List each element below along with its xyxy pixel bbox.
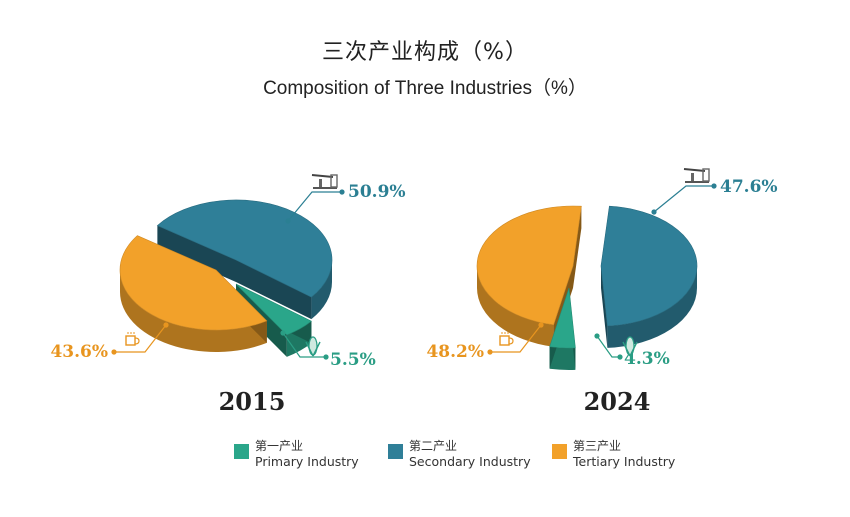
oil-pump-icon: [311, 174, 338, 189]
slice-side-secondary: [607, 266, 697, 348]
leader-dot-secondary: [285, 218, 291, 224]
leader-dot-secondary: [651, 209, 657, 215]
leader-dot-tertiary: [111, 349, 117, 355]
wheat-icon: [305, 336, 321, 357]
leader-dot-primary: [280, 330, 286, 336]
legend-label-en: Tertiary Industry: [573, 454, 676, 469]
slice-side-secondary: [311, 260, 332, 320]
leader-line-tertiary: [114, 324, 167, 353]
legend-swatch-primary: [234, 444, 249, 459]
leader-line-tertiary: [490, 324, 542, 353]
coffee-cup-icon: [125, 332, 140, 346]
slice-side-tertiary: [120, 270, 267, 352]
legend-label-cn: 第二产业: [409, 439, 458, 453]
leader-dot-primary: [323, 354, 329, 360]
leader-dot-primary: [617, 354, 623, 360]
chart-title-en: Composition of Three Industries（%）: [263, 78, 587, 99]
value-label-tertiary: 43.6%: [50, 342, 108, 362]
legend-label-en: Secondary Industry: [409, 454, 531, 469]
slice-wall-secondary: [236, 260, 312, 320]
legend-swatch-tertiary: [552, 444, 567, 459]
slice-wall-secondary: [601, 266, 608, 348]
leader-dot-tertiary: [538, 322, 544, 328]
chart-title-cn: 三次产业构成（%）: [322, 40, 528, 65]
leader-dot-tertiary: [163, 322, 169, 328]
pie-slice-secondary: [156, 199, 333, 298]
leader-dot-primary: [594, 333, 600, 339]
coffee-cup-icon: [499, 332, 514, 346]
pie-2015: 2015 5.5% 50.9% 43.6%: [50, 174, 406, 416]
leader-line-secondary: [653, 185, 714, 213]
year-label: 2024: [584, 387, 651, 416]
slice-wall-tertiary: [573, 206, 582, 288]
pie-2024: 2024 4.3% 47.6% 48.2%: [426, 168, 778, 416]
wheat-icon: [622, 336, 638, 357]
pie-slice-tertiary: [476, 205, 582, 326]
value-label-secondary: 47.6%: [720, 177, 778, 197]
pie-slice-secondary: [600, 205, 698, 327]
slice-side-primary: [549, 346, 576, 371]
legend-swatch-secondary: [388, 444, 403, 459]
pie-slice-primary: [235, 283, 312, 336]
slice-wall-secondary: [157, 225, 236, 282]
legend-label-en: Primary Industry: [255, 454, 359, 469]
value-label-tertiary: 48.2%: [426, 342, 484, 362]
leader-line-primary: [282, 332, 326, 358]
year-label: 2015: [219, 387, 286, 416]
value-label-secondary: 50.9%: [348, 182, 406, 202]
value-label-primary: 4.3%: [624, 349, 670, 369]
leader-dot-secondary: [339, 189, 345, 195]
oil-pump-icon: [683, 168, 710, 183]
leader-line-secondary: [287, 191, 342, 222]
pie-slice-primary: [549, 287, 576, 349]
leader-dot-secondary: [711, 183, 717, 189]
pie-slice-tertiary: [119, 235, 268, 331]
leader-line-primary: [596, 335, 620, 358]
slice-side-tertiary: [477, 266, 554, 347]
leader-dot-tertiary: [487, 349, 493, 355]
legend-label-cn: 第三产业: [573, 439, 622, 453]
legend-label-cn: 第一产业: [255, 439, 304, 453]
value-label-primary: 5.5%: [330, 350, 376, 370]
